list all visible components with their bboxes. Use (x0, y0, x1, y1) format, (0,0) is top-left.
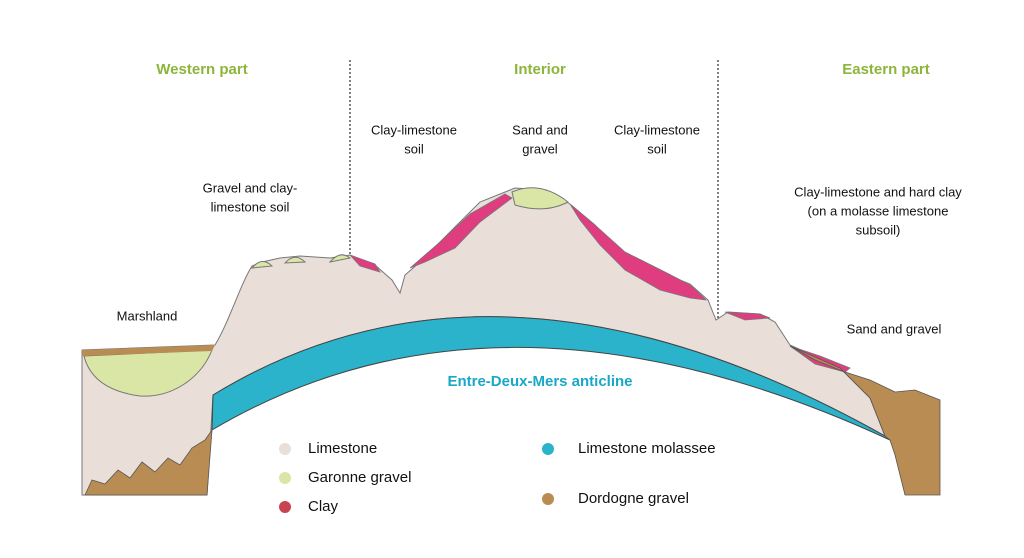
annotation: (on a molasse limestone (808, 203, 949, 218)
garonne-gravel-bumps (250, 254, 352, 269)
annotation: Clay-limestone (614, 122, 700, 137)
legend-swatch (279, 443, 291, 455)
garonne-gravel-lens (83, 349, 213, 397)
garonne-gravel-top (511, 187, 569, 210)
section-heading: Interior (514, 61, 566, 78)
legend-label: Limestone (308, 440, 377, 457)
marsh-surface (82, 345, 215, 356)
dordogne-gravel-right (789, 345, 941, 496)
section-heading: Western part (156, 61, 247, 78)
dordogne-gravel-left (84, 428, 213, 496)
legend-swatch (542, 443, 554, 455)
annotation: Marshland (117, 308, 178, 323)
legend-label: Clay (308, 498, 339, 515)
annotation: soil (404, 141, 424, 156)
annotation: Gravel and clay- (203, 180, 298, 195)
legend-label: Garonne gravel (308, 469, 411, 486)
annotation: Clay-limestone (371, 122, 457, 137)
section-heading: Eastern part (842, 61, 930, 78)
legend-label: Dordogne gravel (578, 490, 689, 507)
annotation: soil (647, 141, 667, 156)
anticline-label: Entre-Deux-Mers anticline (447, 373, 632, 390)
legend: Limestone Garonne gravel Clay Limestone mol… (279, 440, 716, 515)
annotation: Sand and (512, 122, 568, 137)
legend-swatch (279, 472, 291, 484)
annotation: limestone soil (211, 199, 290, 214)
legend-swatch (279, 501, 291, 513)
annotation: Clay-limestone and hard clay (794, 184, 962, 199)
clay-patch (349, 193, 851, 373)
annotation: gravel (522, 141, 558, 156)
legend-swatch (542, 493, 554, 505)
annotations: Gravel and clay-limestone soil Clay-limes… (117, 122, 963, 336)
legend-label: Limestone molassee (578, 440, 716, 457)
annotation: Sand and gravel (847, 321, 942, 336)
annotation: subsoil) (856, 222, 901, 237)
